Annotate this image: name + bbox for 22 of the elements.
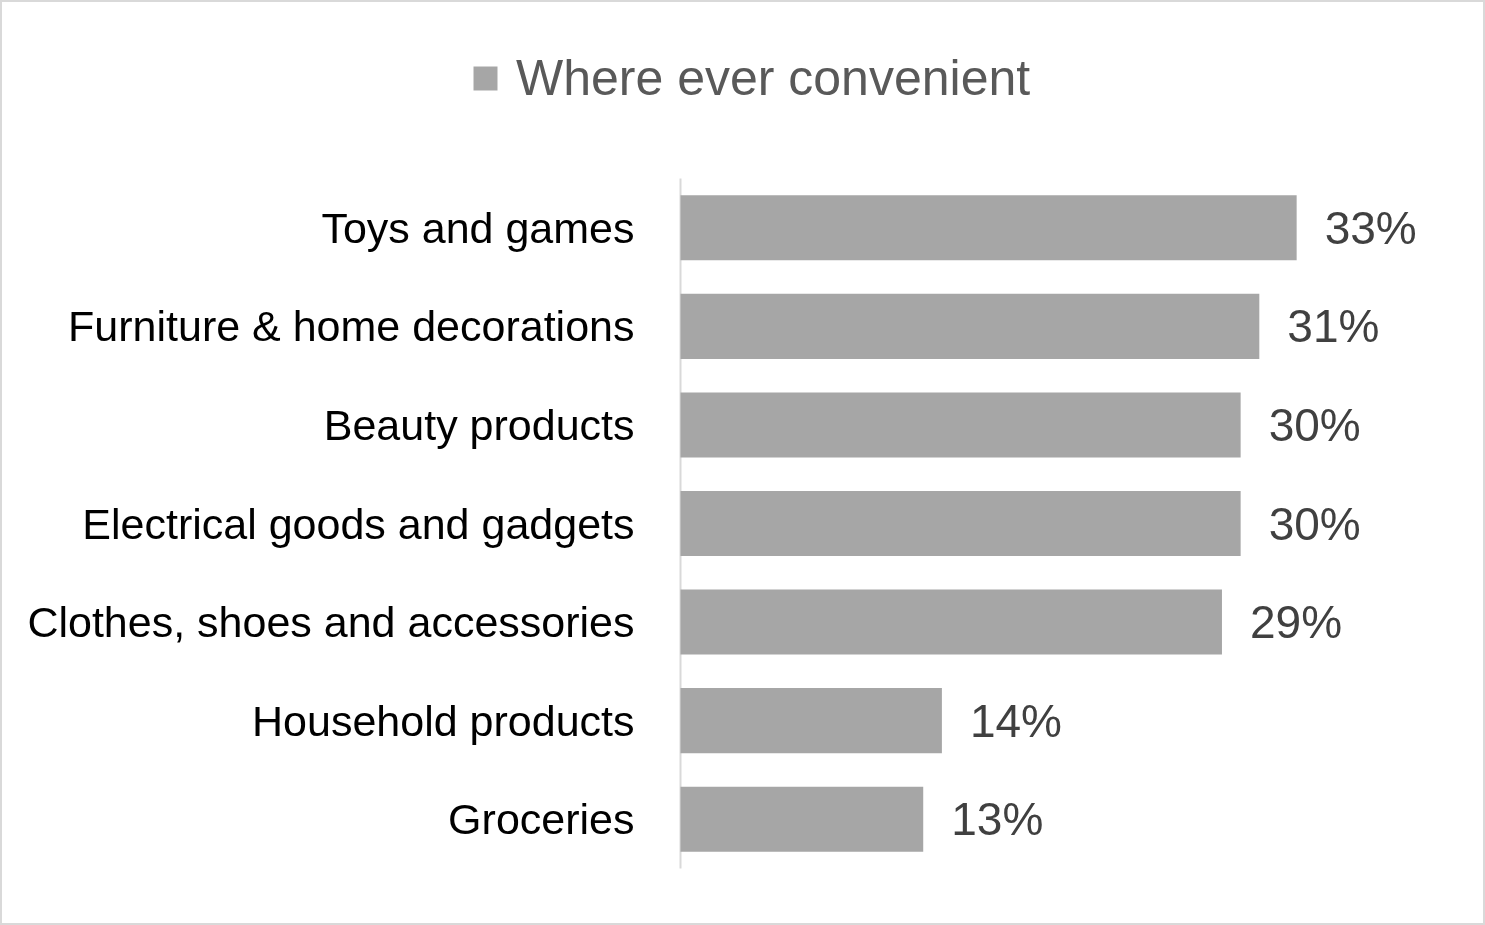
y-tick-label: Furniture & home decorations [68,302,635,351]
y-tick-label: Toys and games [321,203,635,252]
data-label: 33% [1324,201,1417,254]
data-label: 29% [1249,596,1343,649]
bar [680,392,1241,458]
y-tick-label: Clothes, shoes and accessories [27,598,635,647]
data-label: 13% [951,793,1044,846]
y-tick-label: Household products [252,696,635,745]
data-label: 30% [1268,398,1361,451]
legend-label: Where ever convenient [516,49,1031,107]
y-tick-label: Electrical goods and gadgets [82,499,635,548]
data-label: 31% [1287,300,1380,353]
bar [680,786,924,852]
bar [680,688,942,754]
y-tick-label: Beauty products [323,400,635,449]
data-label: 30% [1268,497,1361,550]
bar [680,293,1260,359]
data-label: 14% [969,694,1062,747]
bar [680,195,1297,261]
bar [680,490,1241,557]
bar [680,589,1222,655]
y-tick-label: Groceries [448,795,635,844]
